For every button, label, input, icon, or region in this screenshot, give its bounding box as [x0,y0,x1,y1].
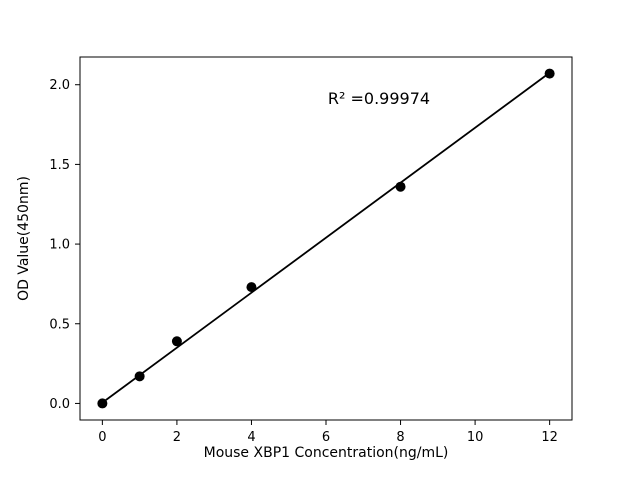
x-tick-label: 12 [541,430,558,445]
y-tick-label: 1.0 [49,238,70,253]
y-tick-label: 1.5 [49,158,70,173]
y-tick-label: 2.0 [49,78,70,93]
x-tick-label: 0 [98,430,106,445]
data-point [97,398,108,409]
r-squared-annotation: R² =0.99974 [328,89,430,108]
y-tick-label: 0.5 [49,317,70,332]
x-tick-label: 10 [467,430,484,445]
data-point [395,181,406,192]
fit-line [101,72,551,404]
y-axis-label: OD Value(450nm) [16,176,32,301]
data-point [246,282,257,293]
x-tick-label: 2 [173,430,181,445]
data-point [544,68,555,79]
x-tick-label: 6 [322,430,330,445]
data-point [171,336,182,347]
data-point [134,371,145,382]
y-tick-label: 0.0 [49,397,70,412]
x-tick-label: 8 [396,430,404,445]
x-tick-label: 4 [247,430,255,445]
x-axis-label: Mouse XBP1 Concentration(ng/mL) [204,445,449,461]
